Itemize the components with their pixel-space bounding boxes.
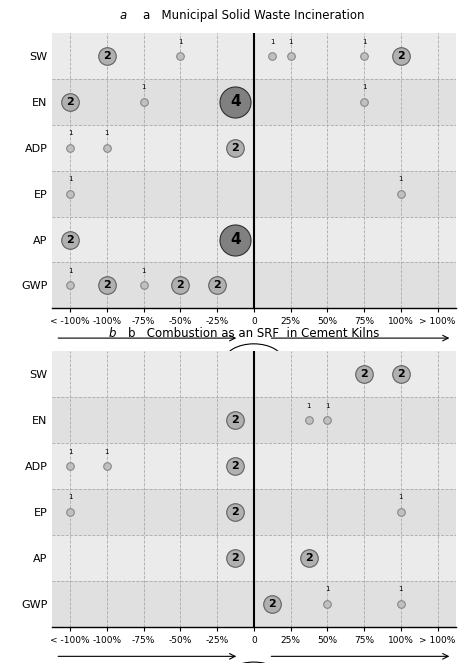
Text: 1: 1: [68, 131, 72, 137]
Point: [323, 415, 331, 426]
Point: [397, 188, 405, 199]
Text: 1: 1: [288, 38, 293, 44]
Point: [140, 97, 147, 107]
Point: [232, 234, 239, 245]
Text: b   Combustion as an SRF  in Cement Kilns: b Combustion as an SRF in Cement Kilns: [128, 328, 379, 340]
Point: [360, 369, 368, 380]
Point: [397, 51, 405, 62]
Point: [397, 507, 405, 517]
Point: [232, 97, 239, 107]
Point: [232, 461, 239, 471]
Text: 2: 2: [397, 369, 405, 379]
Text: 2: 2: [176, 280, 184, 290]
Text: 4: 4: [230, 94, 241, 109]
Text: 1: 1: [178, 38, 182, 44]
Text: MSWI Favoured: MSWI Favoured: [328, 361, 397, 370]
Point: [397, 598, 405, 609]
Point: [66, 143, 74, 153]
Text: Feedstock Recycling Favoured: Feedstock Recycling Favoured: [77, 361, 213, 370]
Point: [103, 280, 110, 290]
Bar: [52, 217, 456, 263]
Point: [140, 280, 147, 290]
Text: 2: 2: [103, 51, 111, 61]
Text: a   Municipal Solid Waste Incineration: a Municipal Solid Waste Incineration: [143, 9, 365, 22]
Point: [66, 507, 74, 517]
Point: [268, 51, 276, 62]
Text: No. of
Scenarios: No. of Scenarios: [235, 351, 273, 371]
Ellipse shape: [224, 662, 283, 663]
Text: 4: 4: [230, 232, 241, 247]
Text: 1: 1: [399, 176, 403, 182]
Point: [323, 598, 331, 609]
Text: 2: 2: [232, 461, 239, 471]
Text: 1: 1: [68, 176, 72, 182]
Text: 2: 2: [232, 507, 239, 517]
Bar: [52, 170, 456, 217]
Text: 1: 1: [141, 268, 146, 274]
Text: 2: 2: [305, 553, 313, 563]
Bar: [52, 535, 456, 581]
Point: [305, 552, 313, 563]
Point: [360, 51, 368, 62]
Point: [232, 507, 239, 517]
Text: 2: 2: [66, 97, 74, 107]
Text: 1: 1: [68, 449, 72, 455]
Point: [397, 369, 405, 380]
Point: [66, 280, 74, 290]
Point: [232, 415, 239, 426]
Text: b: b: [108, 328, 116, 340]
Point: [213, 280, 221, 290]
Text: 1: 1: [68, 495, 72, 501]
Point: [66, 188, 74, 199]
Bar: [52, 79, 456, 125]
Bar: [52, 351, 456, 397]
Bar: [52, 581, 456, 627]
Point: [360, 97, 368, 107]
Text: 1: 1: [325, 586, 329, 592]
Text: 1: 1: [399, 586, 403, 592]
Text: 2: 2: [397, 51, 405, 61]
Text: 1: 1: [141, 84, 146, 90]
Point: [103, 51, 110, 62]
Bar: [52, 443, 456, 489]
Text: 2: 2: [232, 415, 239, 425]
Point: [268, 598, 276, 609]
Point: [103, 461, 110, 471]
Text: a: a: [119, 9, 126, 22]
Bar: [52, 489, 456, 535]
Text: 2: 2: [232, 553, 239, 563]
Text: 2: 2: [360, 369, 368, 379]
Ellipse shape: [224, 344, 283, 378]
Text: 2: 2: [213, 280, 221, 290]
Point: [287, 51, 294, 62]
Text: 1: 1: [68, 268, 72, 274]
Point: [66, 234, 74, 245]
Point: [66, 461, 74, 471]
Text: 1: 1: [325, 402, 329, 408]
Text: 1: 1: [362, 84, 366, 90]
Text: 2: 2: [232, 143, 239, 152]
Text: 1: 1: [270, 38, 274, 44]
Bar: [52, 33, 456, 79]
Bar: [52, 263, 456, 308]
Text: 1: 1: [306, 402, 311, 408]
Point: [232, 143, 239, 153]
Point: [103, 143, 110, 153]
Text: 1: 1: [362, 38, 366, 44]
Point: [177, 280, 184, 290]
Text: 2: 2: [103, 280, 111, 290]
Point: [232, 552, 239, 563]
Text: 2: 2: [268, 599, 276, 609]
Text: 1: 1: [399, 495, 403, 501]
Text: 1: 1: [104, 131, 109, 137]
Point: [177, 51, 184, 62]
Point: [66, 97, 74, 107]
Point: [305, 415, 313, 426]
Bar: [52, 125, 456, 170]
Text: 2: 2: [66, 235, 74, 245]
Bar: [52, 397, 456, 443]
Text: 1: 1: [104, 449, 109, 455]
